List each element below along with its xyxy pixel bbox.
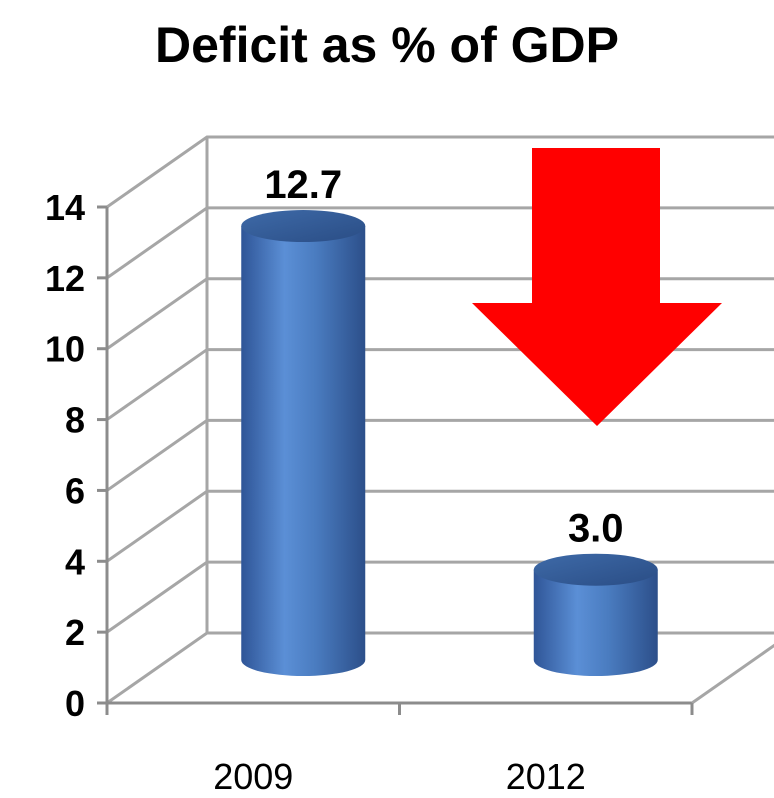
chart-walls <box>106 135 774 705</box>
y-tick-label: 4 <box>65 541 85 582</box>
y-tick-label: 14 <box>45 187 85 228</box>
x-axis <box>105 703 694 715</box>
gridline <box>106 135 774 209</box>
bar <box>533 553 658 676</box>
bars <box>241 210 658 677</box>
data-label: 3.0 <box>568 507 624 551</box>
bar <box>241 210 366 677</box>
gridline <box>106 489 774 563</box>
y-tick-label: 0 <box>65 683 85 724</box>
y-tick-label: 8 <box>65 400 85 441</box>
category-labels: 2009 2012 <box>213 756 586 797</box>
category-label: 2009 <box>213 756 293 797</box>
gridline <box>106 631 774 705</box>
data-labels: 12.7 3.0 <box>264 163 623 551</box>
y-tick-label: 6 <box>65 470 85 511</box>
y-tick-label: 12 <box>45 258 85 299</box>
chart-title: Deficit as % of GDP <box>155 17 619 73</box>
y-tick-label: 10 <box>45 329 85 370</box>
y-tick-label: 2 <box>65 612 85 653</box>
y-axis-ticks: 0 2 4 6 8 10 12 14 <box>45 187 109 724</box>
category-label: 2012 <box>506 756 586 797</box>
data-label: 12.7 <box>264 163 342 207</box>
down-arrow-annotation <box>472 148 722 426</box>
